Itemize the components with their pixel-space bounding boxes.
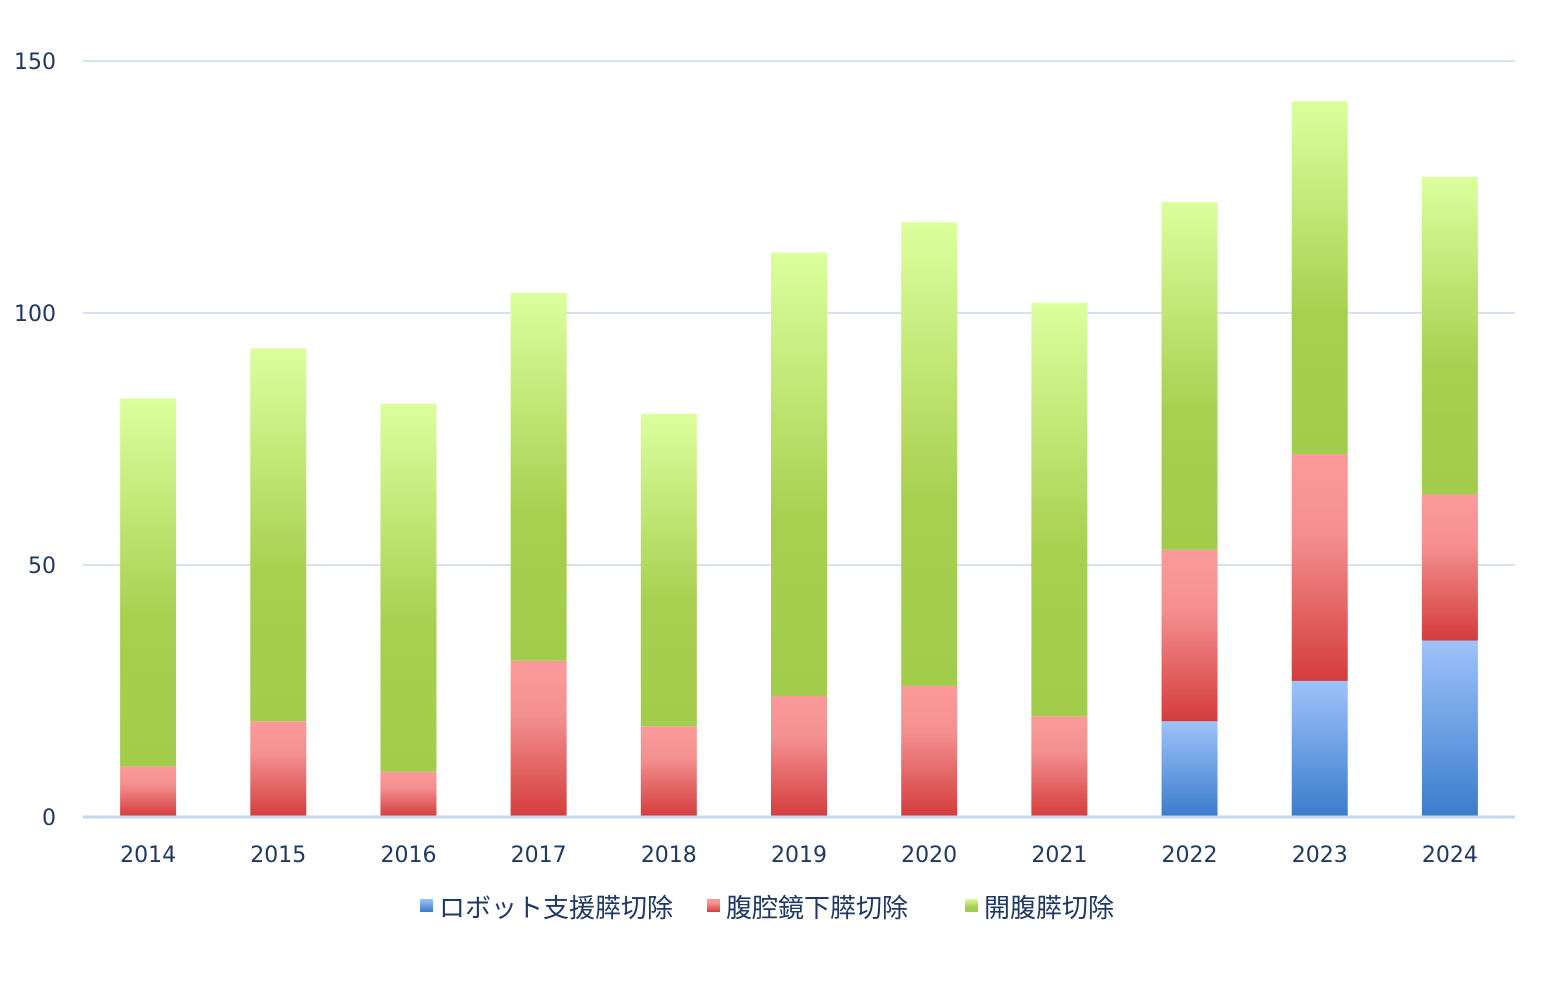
x-tick-label: 2022 xyxy=(1162,843,1218,868)
bar-2019-series-2 xyxy=(771,252,827,697)
axes: 0 50 100 150 2014 2015 2016 2017 2018 2019 2020 202… xyxy=(14,50,1515,868)
x-tick-label: 2018 xyxy=(641,843,697,868)
bar-2014-series-1 xyxy=(120,766,177,817)
legend-swatch-2 xyxy=(965,899,978,912)
bars xyxy=(120,101,1478,817)
bar-2018-series-1 xyxy=(640,726,697,817)
bar-2023-series-0 xyxy=(1291,680,1348,817)
bar-2017-series-2 xyxy=(510,292,567,661)
bar-2021-series-1 xyxy=(1031,716,1088,817)
bar-2021-series-2 xyxy=(1031,302,1088,717)
legend-label-2: 開腹膵切除 xyxy=(984,894,1114,924)
x-tick-label: 2014 xyxy=(120,843,176,868)
bar-2023-series-2 xyxy=(1291,101,1348,455)
legend: ロボット支援膵切除 腹腔鏡下膵切除 開腹膵切除 xyxy=(420,894,1114,924)
bar-2015-series-1 xyxy=(250,721,307,817)
bar-2016-series-2 xyxy=(380,403,437,772)
bar-2014-series-2 xyxy=(120,398,177,767)
x-tick-label: 2015 xyxy=(250,843,306,868)
bar-2024-series-1 xyxy=(1421,494,1478,641)
y-tick-label: 150 xyxy=(14,50,56,75)
y-tick-label: 0 xyxy=(42,806,56,831)
bar-2023-series-1 xyxy=(1291,454,1348,681)
x-tick-label: 2016 xyxy=(380,843,436,868)
bar-2024-series-2 xyxy=(1421,176,1478,495)
bar-2022-series-0 xyxy=(1161,721,1218,817)
bar-2022-series-2 xyxy=(1161,202,1218,550)
bar-2024-series-0 xyxy=(1421,640,1478,817)
x-tick-label: 2021 xyxy=(1031,843,1087,868)
x-tick-label: 2020 xyxy=(901,843,957,868)
y-tick-label: 50 xyxy=(28,554,56,579)
bar-2017-series-1 xyxy=(510,660,567,817)
legend-swatch-1 xyxy=(707,899,720,912)
legend-swatch-0 xyxy=(420,899,433,912)
x-tick-label: 2019 xyxy=(771,843,827,868)
y-tick-label: 100 xyxy=(14,302,56,327)
legend-label-0: ロボット支援膵切除 xyxy=(439,894,673,924)
x-tick-label: 2023 xyxy=(1292,843,1348,868)
bar-2020-series-1 xyxy=(901,685,958,817)
bar-2019-series-1 xyxy=(771,696,827,817)
bar-2016-series-1 xyxy=(380,771,437,817)
bar-2020-series-2 xyxy=(901,222,958,686)
legend-label-1: 腹腔鏡下膵切除 xyxy=(726,894,908,924)
x-tick-label: 2024 xyxy=(1422,843,1478,868)
bar-2015-series-2 xyxy=(250,348,307,722)
x-tick-label: 2017 xyxy=(511,843,567,868)
bar-2022-series-1 xyxy=(1161,549,1218,722)
bar-2018-series-2 xyxy=(640,413,697,727)
